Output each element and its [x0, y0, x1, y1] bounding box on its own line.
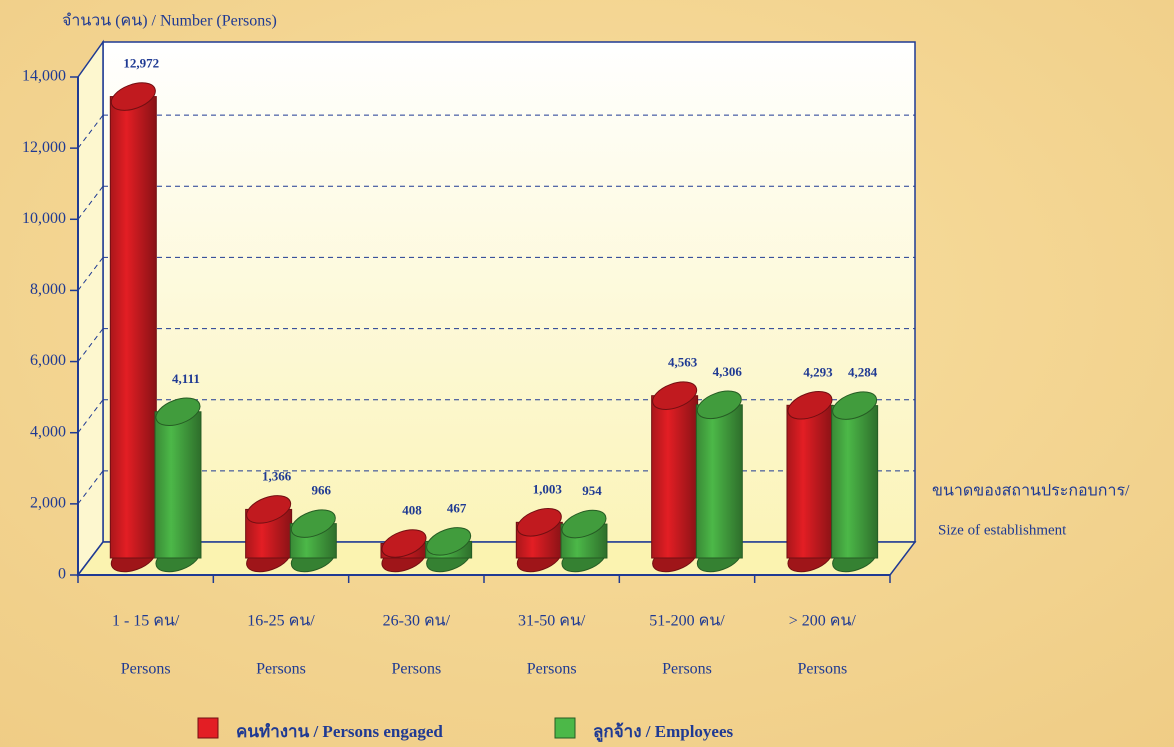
data-label: 4,293: [803, 364, 833, 379]
data-label: 4,306: [713, 364, 743, 379]
x-tick-label: 16-25 คน/: [247, 613, 315, 630]
y-tick-label: 6,000: [30, 352, 66, 369]
legend-label: ลูกจ้าง / Employees: [593, 722, 734, 743]
y-tick-label: 4,000: [30, 423, 66, 440]
y-tick-label: 0: [58, 566, 66, 583]
bar-top: [426, 527, 472, 556]
data-label: 954: [582, 483, 602, 498]
x-tick-label: 26-30 คน/: [383, 613, 451, 630]
data-label: 408: [402, 502, 422, 517]
data-label: 467: [447, 500, 467, 515]
bar: [109, 96, 157, 559]
bar-top: [155, 397, 201, 427]
bar-top: [652, 381, 698, 410]
data-label: 966: [312, 483, 332, 498]
bar-top: [696, 390, 742, 420]
x-tick-label: Persons: [391, 661, 441, 678]
bar: [786, 404, 834, 559]
x-tick-label: 1 - 15 คน/: [112, 613, 180, 630]
grid-line: [77, 399, 104, 434]
y-tick-label: 12,000: [22, 139, 66, 156]
y-tick-label: 14,000: [22, 68, 66, 85]
bar: [154, 411, 202, 559]
side-wall: [77, 39, 104, 578]
x-axis-title: ขนาดของสถานประกอบการ/: [932, 483, 1130, 500]
bar-top: [246, 495, 292, 524]
bar-top: [110, 82, 156, 111]
legend-swatch: [554, 717, 576, 739]
grid-line: [77, 328, 104, 362]
bar-top: [516, 508, 562, 537]
data-label: 12,972: [123, 56, 159, 71]
x-tick-label: > 200 คน/: [789, 613, 857, 630]
legend-swatch: [197, 717, 219, 739]
bar: [831, 405, 879, 559]
grid-line: [77, 114, 104, 149]
bar-top: [290, 509, 336, 538]
bar-top: [832, 391, 878, 420]
legend-label: คนทำงาน / Persons engaged: [236, 722, 443, 741]
x-tick-label: Persons: [797, 661, 847, 678]
x-tick-label: 31-50 คน/: [518, 613, 586, 630]
y-tick-label: 10,000: [22, 210, 66, 227]
bar-top: [381, 529, 427, 558]
data-label: 1,003: [533, 481, 563, 496]
y-tick-label: 2,000: [30, 495, 66, 512]
data-label: 4,563: [668, 355, 698, 370]
x-tick-label: Persons: [256, 661, 306, 678]
data-label: 4,111: [172, 371, 200, 386]
data-label: 4,284: [848, 365, 878, 380]
bar-top: [787, 391, 833, 420]
grid-line: [77, 470, 104, 505]
bar: [695, 404, 743, 559]
grid-line: [77, 257, 104, 291]
x-tick-label: Persons: [527, 661, 577, 678]
grid-line: [77, 185, 104, 220]
bar: [651, 395, 699, 559]
x-axis-title: Size of establishment: [938, 522, 1067, 538]
y-axis-title: จำนวน (คน) / Number (Persons): [62, 13, 277, 30]
bar-top: [561, 509, 607, 539]
y-tick-label: 8,000: [30, 281, 66, 298]
x-tick-label: Persons: [121, 661, 171, 678]
x-tick-label: 51-200 คน/: [649, 613, 725, 630]
data-label: 1,366: [262, 468, 292, 483]
x-tick-label: Persons: [662, 661, 712, 678]
